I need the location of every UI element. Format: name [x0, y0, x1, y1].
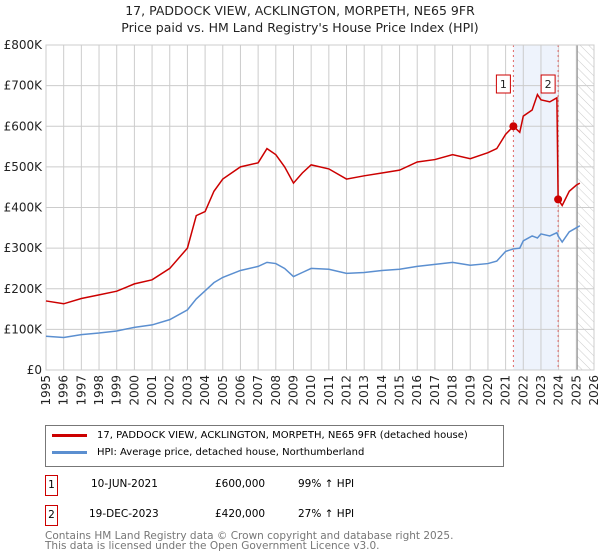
x-tick-label: 1997	[74, 375, 88, 406]
x-tick-label: 2001	[145, 375, 159, 406]
plot-frame	[45, 44, 595, 371]
chart-subtitle: Price paid vs. HM Land Registry's House …	[121, 20, 479, 35]
x-tick-label: 2000	[127, 375, 141, 406]
x-tick-label: 2024	[552, 375, 566, 406]
legend-swatch-red	[52, 434, 87, 437]
x-tick-label: 2003	[180, 375, 194, 406]
sale-point	[554, 195, 563, 204]
x-tick-label: 2015	[393, 375, 407, 406]
transaction-date: 10-JUN-2021	[91, 478, 158, 490]
sale-label: 2	[545, 78, 552, 91]
x-tick-label: 2011	[322, 375, 336, 406]
y-tick-label: £500K	[4, 160, 44, 174]
y-tick-label: £700K	[4, 79, 44, 93]
legend-label: HPI: Average price, detached house, Nort…	[97, 447, 365, 458]
x-tick-label: 2013	[357, 375, 371, 406]
legend-swatch-blue	[52, 451, 87, 454]
y-tick-label: £600K	[4, 119, 44, 133]
x-tick-label: 2021	[499, 375, 513, 406]
x-tick-label: 2016	[410, 375, 424, 406]
x-tick-label: 1995	[39, 375, 53, 406]
x-tick-label: 2014	[375, 375, 389, 406]
y-tick-label: £400K	[4, 201, 44, 215]
legend-label: 17, PADDOCK VIEW, ACKLINGTON, MORPETH, N…	[97, 430, 468, 441]
x-tick-label: 2007	[251, 375, 265, 406]
x-tick-label: 2020	[481, 375, 495, 406]
x-tick-label: 2025	[569, 375, 583, 406]
x-tick-label: 2008	[269, 375, 283, 406]
transaction-badge: 2	[45, 505, 58, 526]
legend-item-property: 17, PADDOCK VIEW, ACKLINGTON, MORPETH, N…	[52, 430, 468, 441]
transaction-price: £600,000	[215, 478, 266, 490]
x-tick-label: 2022	[516, 375, 530, 406]
x-tick-label: 1999	[110, 375, 124, 406]
sale-label-box	[495, 74, 511, 94]
price-chart: £0 £100K £200K £300K £400K £500K £600K £700K £80…	[4, 38, 600, 406]
sale-point	[509, 122, 518, 131]
x-tick-label: 2009	[286, 375, 300, 406]
x-tick-label: 1998	[92, 375, 106, 406]
transaction-date: 19-DEC-2023	[89, 508, 159, 520]
hpi-line	[45, 225, 581, 339]
x-tick-label: 2010	[304, 375, 318, 406]
x-tick-label: 2017	[428, 375, 442, 406]
legend-item-hpi: HPI: Average price, detached house, Nort…	[52, 447, 364, 458]
x-tick-label: 1996	[57, 375, 71, 406]
transaction-hpi: 27% ↑ HPI	[298, 508, 355, 520]
x-tick-label: 2019	[463, 375, 477, 406]
footer: Contains HM Land Registry data © Crown c…	[45, 530, 454, 552]
y-tick-label: £200K	[4, 282, 44, 296]
price-line	[45, 92, 581, 305]
x-tick-label: 2023	[534, 375, 548, 406]
transaction-price: £420,000	[215, 508, 266, 520]
y-tick-label: £300K	[4, 241, 44, 255]
x-tick-label: 2006	[233, 375, 247, 406]
x-tick-label: 2012	[340, 375, 354, 406]
y-tick-label: £100K	[4, 322, 44, 336]
transaction-hpi: 99% ↑ HPI	[298, 478, 355, 490]
x-tick-label: 2002	[163, 375, 177, 406]
x-tick-label: 2004	[198, 375, 212, 406]
sale-label-box	[540, 74, 556, 94]
x-tick-label: 2018	[446, 375, 460, 406]
footer-line-2: This data is licensed under the Open Gov…	[45, 540, 380, 552]
x-tick-label: 2026	[587, 375, 600, 406]
chart-title: 17, PADDOCK VIEW, ACKLINGTON, MORPETH, N…	[125, 3, 475, 18]
sale-label: 1	[500, 78, 507, 91]
footer-line-1: Contains HM Land Registry data © Crown c…	[45, 530, 454, 542]
legend: 17, PADDOCK VIEW, ACKLINGTON, MORPETH, N…	[45, 425, 504, 467]
transaction-badge: 1	[45, 475, 58, 496]
y-tick-label: £800K	[4, 38, 44, 52]
x-tick-label: 2005	[216, 375, 230, 406]
y-tick-label: £0	[27, 363, 42, 377]
